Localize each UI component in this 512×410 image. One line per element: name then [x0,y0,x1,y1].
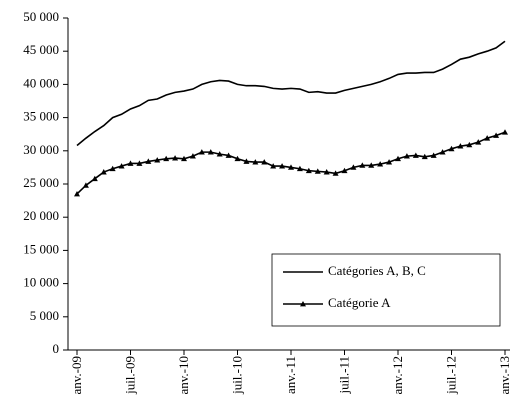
series-marker [145,158,152,164]
x-tick-label: juil.-10 [230,356,245,395]
legend-label: Catégorie A [328,295,391,310]
series-marker [323,169,330,175]
series-marker [279,163,286,169]
y-tick-label: 0 [53,341,60,356]
x-tick-label: anv.-13 [497,356,512,395]
legend-marker [300,301,306,307]
y-tick-label: 10 000 [23,275,59,290]
series-marker [189,153,196,159]
series-marker [234,155,241,162]
series-marker [91,175,98,182]
series-marker [377,161,384,167]
series-marker [475,139,482,145]
series-marker [457,143,464,149]
y-tick-label: 5 000 [30,308,59,323]
x-tick-label: anv.-11 [283,356,298,394]
series-line [76,40,506,147]
x-tick-label: anv.-12 [390,356,405,395]
series-marker [288,164,294,170]
series-marker [296,165,303,172]
series-marker [350,164,357,170]
series-marker [172,155,179,161]
series-marker [466,141,473,148]
series-marker [484,135,491,141]
legend-box [271,253,501,327]
series-marker [216,151,223,157]
x-tick-label: juil.-09 [123,356,138,395]
series-marker [243,158,250,164]
series-marker [127,160,134,166]
series-marker [493,132,500,138]
legend-label: Catégories A, B, C [328,263,426,278]
series-marker [395,155,401,162]
series-marker [439,149,446,155]
series-marker [332,170,339,176]
series-marker [154,157,161,163]
series-marker [74,190,80,197]
x-tick-label: juil.-11 [337,356,352,394]
y-tick-label: 25 000 [23,175,59,190]
series-marker [181,155,187,162]
legend: Catégories A, B, C Catégorie A [271,253,501,327]
y-tick-label: 15 000 [23,241,59,256]
series-marker [118,163,125,169]
y-tick-label: 45 000 [23,42,59,57]
x-tick-label: anv.-10 [176,356,191,395]
series-marker [261,159,268,165]
y-tick-label: 40 000 [23,75,59,90]
series-marker [341,167,348,174]
y-tick-label: 30 000 [23,142,59,157]
series-marker [412,152,419,158]
series-marker [430,152,437,158]
series-marker [314,168,321,174]
series-marker [403,153,410,159]
series-marker [136,160,143,166]
x-tick-label: anv.-09 [69,356,84,395]
series-marker [502,129,508,135]
series-marker [270,163,277,169]
y-tick-label: 50 000 [23,9,59,24]
series-marker [359,162,366,168]
series-marker [386,159,393,165]
x-tick-label: juil.-12 [444,356,459,395]
y-tick-label: 35 000 [23,109,59,124]
series-marker [163,155,170,162]
series-marker [448,145,455,152]
series-marker [82,182,89,188]
series-marker [252,159,259,165]
series-line [76,131,506,195]
y-tick-label: 20 000 [23,208,59,223]
series-marker [109,165,116,172]
series-marker [421,153,428,160]
series-marker [225,152,232,158]
series-marker [368,162,375,168]
series-marker [100,169,107,175]
series-marker [207,149,214,155]
series-marker [305,167,312,174]
series-marker [198,149,205,155]
